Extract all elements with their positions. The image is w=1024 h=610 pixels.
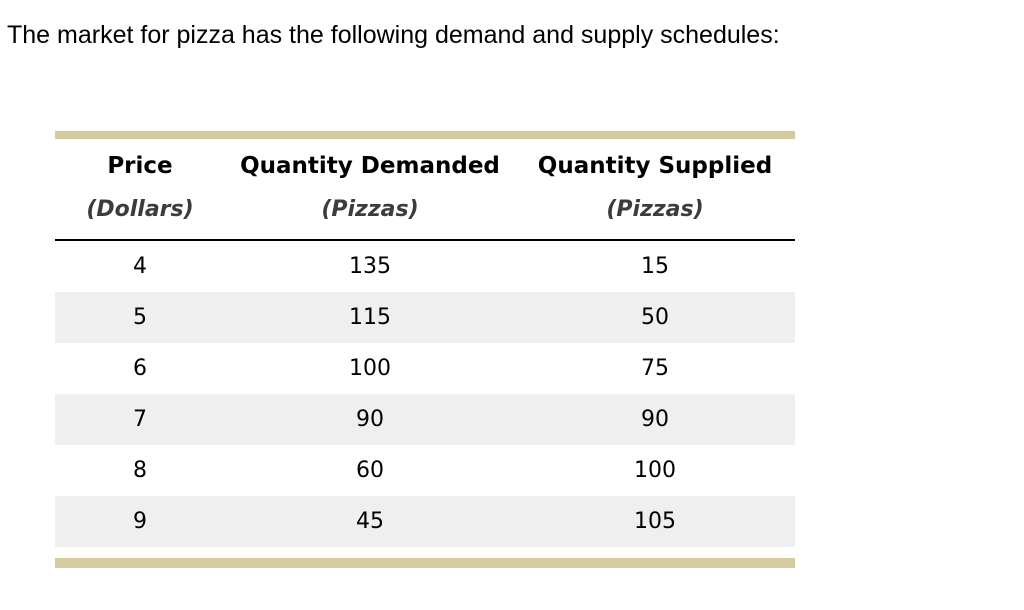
price-cell: 7 <box>133 407 147 432</box>
column-header-price: Price (Dollars) <box>55 153 225 223</box>
table-row: 9 45 105 <box>55 496 795 547</box>
quantity-supplied-cell: 105 <box>634 509 676 534</box>
price-cell: 4 <box>133 254 147 279</box>
quantity-supplied-cell: 50 <box>641 305 669 330</box>
table-header-row: Price (Dollars) Quantity Demanded (Pizza… <box>55 139 795 241</box>
column-header-quantity-supplied: Quantity Supplied (Pizzas) <box>515 153 795 223</box>
column-label-quantity-supplied: Quantity Supplied <box>537 153 773 179</box>
table-row: 8 60 100 <box>55 445 795 496</box>
quantity-demanded-cell: 45 <box>356 509 384 534</box>
demand-supply-schedule-table: Price (Dollars) Quantity Demanded (Pizza… <box>55 131 795 568</box>
bottom-accent-bar <box>55 558 795 568</box>
price-cell: 5 <box>133 305 147 330</box>
column-unit-quantity-supplied: (Pizzas) <box>606 197 704 222</box>
column-header-quantity-demanded: Quantity Demanded (Pizzas) <box>225 153 515 223</box>
quantity-supplied-cell: 90 <box>641 407 669 432</box>
table-row: 6 100 75 <box>55 343 795 394</box>
price-cell: 6 <box>133 356 147 381</box>
quantity-demanded-cell: 60 <box>356 458 384 483</box>
table-row: 4 135 15 <box>55 241 795 292</box>
quantity-supplied-cell: 100 <box>634 458 676 483</box>
quantity-demanded-cell: 115 <box>349 305 391 330</box>
table-row: 5 115 50 <box>55 292 795 343</box>
price-cell: 8 <box>133 458 147 483</box>
top-accent-bar <box>55 131 795 139</box>
table-body: 4 135 15 5 115 50 6 100 75 7 90 90 8 60 <box>55 241 795 547</box>
quantity-demanded-cell: 100 <box>349 356 391 381</box>
quantity-demanded-cell: 90 <box>356 407 384 432</box>
column-unit-price: (Dollars) <box>86 197 194 222</box>
table-row: 7 90 90 <box>55 394 795 445</box>
quantity-demanded-cell: 135 <box>349 254 391 279</box>
quantity-supplied-cell: 15 <box>641 254 669 279</box>
question-text: The market for pizza has the following d… <box>7 21 780 49</box>
column-unit-quantity-demanded: (Pizzas) <box>321 197 419 222</box>
column-label-price: Price <box>107 153 173 179</box>
price-cell: 9 <box>133 509 147 534</box>
table-bottom-gap <box>55 547 795 558</box>
column-label-quantity-demanded: Quantity Demanded <box>240 153 500 179</box>
quantity-supplied-cell: 75 <box>641 356 669 381</box>
